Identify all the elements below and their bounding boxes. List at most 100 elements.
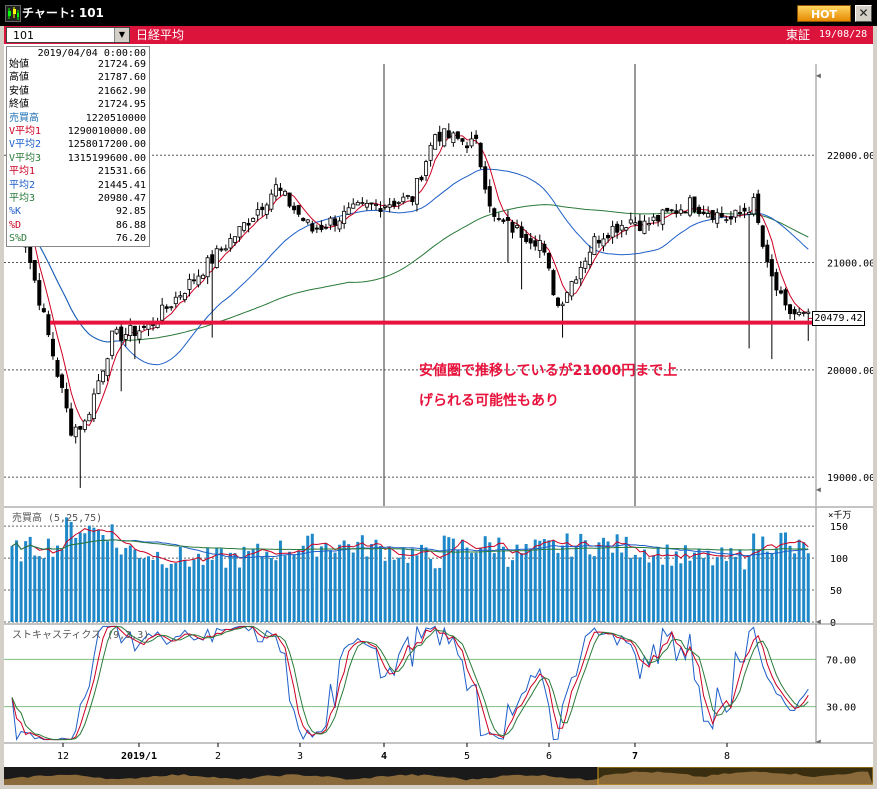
volume-bar [565, 533, 569, 622]
candle [105, 357, 110, 382]
volume-scroll-icon: ◀ [816, 617, 821, 626]
candle [469, 131, 474, 149]
candle [305, 219, 310, 225]
volume-bar [551, 540, 555, 622]
candle [55, 357, 60, 378]
volume-bar [788, 545, 792, 622]
candle [442, 128, 447, 148]
candle [360, 197, 365, 206]
volume-bar [606, 541, 610, 622]
candle [492, 207, 497, 222]
stoch-sd-line [11, 625, 809, 741]
volume-bar [774, 548, 778, 622]
info-label: 始値 [9, 59, 29, 70]
symbol-toolbar: 101 ▼ 日経平均 東証 19/08/28 [4, 26, 873, 44]
candle [665, 207, 670, 213]
price-pane: 22000.00 21000.00 20000.00 19000.00 ◀ ◀ [4, 64, 873, 506]
volume-bar [733, 556, 737, 622]
candle [592, 233, 597, 256]
candle [583, 257, 588, 274]
volume-bar [524, 544, 528, 622]
info-value: 21531.66 [97, 166, 146, 178]
hot-button[interactable]: HOT [797, 5, 851, 22]
overview-scroller[interactable] [4, 767, 873, 785]
volume-bar [206, 547, 210, 622]
candle [510, 219, 515, 239]
volume-bar [106, 541, 110, 622]
candle [606, 232, 611, 243]
volume-bar [301, 545, 305, 622]
volume-bar [92, 527, 96, 622]
volume-bar [542, 539, 546, 622]
volume-bar [406, 562, 410, 622]
index-name: 日経平均 [136, 28, 185, 42]
volume-bar [224, 567, 228, 622]
volume-pane-title: 売買高 (5,25,75) [12, 511, 102, 524]
candle [742, 203, 747, 219]
candle [169, 305, 174, 311]
info-value: 1315199600.00 [67, 152, 146, 164]
volume-bar [420, 544, 423, 622]
overview-chart[interactable] [4, 767, 873, 785]
candle [64, 382, 69, 413]
volume-bar [388, 547, 392, 622]
candle [187, 273, 192, 297]
symbol-select[interactable]: 101 ▼ [6, 27, 130, 43]
volume-bar [501, 546, 505, 622]
candle [601, 233, 606, 252]
time-tick-label: 6 [546, 751, 552, 762]
window-title: チャート: 101 [22, 6, 104, 20]
candle [701, 205, 706, 216]
info-label: 平均1 [9, 166, 36, 178]
volume-bar [315, 556, 319, 622]
info-row: V平均1 1290010000.00 [7, 126, 149, 138]
candle [738, 205, 743, 218]
candle [483, 161, 488, 194]
info-label: 安値 [9, 85, 29, 97]
volume-bar [83, 533, 87, 622]
candle [123, 327, 128, 347]
volume-bar [492, 553, 496, 622]
vol-ma2-line [11, 539, 809, 558]
candle [392, 198, 397, 209]
chevron-down-icon[interactable]: ▼ [114, 28, 129, 42]
candle [424, 159, 429, 181]
candle [91, 388, 96, 423]
candle [756, 189, 761, 225]
candle [797, 307, 802, 317]
candle [765, 239, 770, 268]
candle [647, 217, 652, 231]
volume-bar [511, 560, 514, 622]
candle [219, 246, 224, 252]
candle [242, 222, 247, 233]
info-label: 平均2 [9, 179, 36, 191]
info-row: 高値 21787.60 [7, 72, 149, 84]
volume-bar [529, 549, 533, 622]
candle [114, 326, 119, 335]
candle [501, 217, 506, 224]
close-button[interactable]: ✕ [855, 5, 872, 22]
candle [656, 214, 661, 227]
volume-bar [37, 556, 41, 622]
volume-bar [724, 561, 728, 622]
volume-bar [151, 559, 155, 622]
volume-bar [379, 546, 383, 622]
candle [260, 202, 265, 217]
ma2-line [11, 168, 809, 366]
candle [160, 297, 165, 325]
volume-bar [51, 556, 55, 622]
volume-bar [743, 569, 747, 622]
candle [301, 217, 306, 222]
info-row: 売買高 1220510000 [7, 113, 149, 125]
volume-bar [806, 553, 810, 622]
volume-bar [683, 545, 687, 622]
candle [201, 273, 206, 279]
volume-bar [87, 525, 91, 622]
volume-bar [697, 548, 701, 622]
volume-bar [533, 539, 537, 622]
volume-bar [424, 547, 428, 622]
candle [751, 193, 756, 217]
volume-bar [383, 560, 387, 622]
time-tick-label: 2019/1 [121, 751, 157, 762]
